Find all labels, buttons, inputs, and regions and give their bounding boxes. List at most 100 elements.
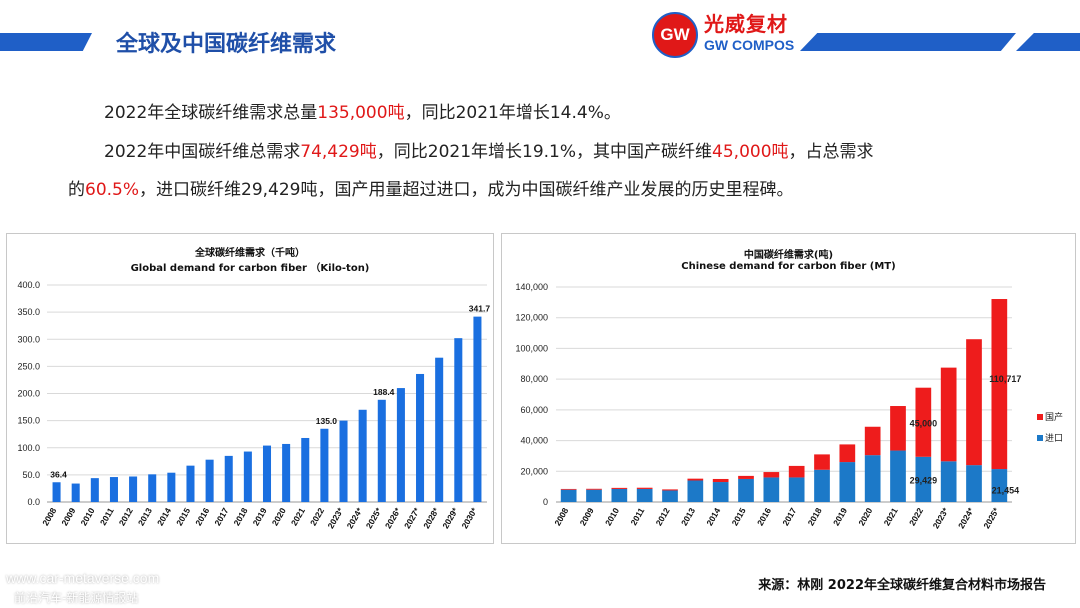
bar	[186, 465, 195, 502]
bar	[435, 357, 444, 502]
text: 2022年中国碳纤维总需求	[104, 142, 301, 162]
watermark-url: www.car-metaverse.com	[6, 570, 160, 586]
text: ，进口碳纤维29,429吨，国产用量超过进口，成为中国碳纤维产业发展的历史里程碑…	[139, 180, 794, 200]
bar	[224, 455, 233, 502]
y-tick-label: 60,000	[520, 405, 548, 415]
x-tick-label: 2030*	[459, 505, 479, 530]
x-tick-label: 2019	[251, 506, 269, 528]
data-label: 110,717	[989, 374, 1021, 384]
y-tick-label: 200.0	[17, 389, 40, 399]
bar-import	[738, 478, 754, 502]
x-tick-label: 2020	[270, 506, 288, 528]
bar-domestic	[966, 339, 982, 466]
data-label: 29,429	[910, 475, 938, 485]
y-tick-label: 40,000	[520, 436, 548, 446]
text: ，同比2021年增长14.4%。	[404, 103, 621, 123]
bar	[320, 428, 329, 502]
x-tick-label: 2010	[603, 506, 621, 528]
summary-line-2: 2022年中国碳纤维总需求74,429吨，同比2021年增长19.1%，其中国产…	[104, 137, 874, 162]
legend-label-domestic: 国产	[1045, 411, 1063, 422]
summary-line-3: 的60.5%，进口碳纤维29,429吨，国产用量超过进口，成为中国碳纤维产业发展…	[68, 175, 794, 200]
y-tick-label: 0.0	[27, 497, 40, 507]
x-tick-label: 2015	[174, 506, 192, 528]
bar-import	[890, 450, 906, 502]
x-tick-label: 2021	[882, 506, 900, 528]
bar-import	[864, 455, 881, 502]
x-tick-label: 2018	[231, 506, 249, 528]
highlight-china-demand: 74,429吨	[300, 142, 377, 162]
x-tick-label: 2014	[704, 506, 722, 528]
legend-swatch-domestic	[1037, 414, 1043, 420]
bar-domestic	[560, 488, 577, 490]
bar-import	[940, 461, 957, 502]
bar-import	[611, 488, 628, 502]
y-tick-label: 120,000	[515, 313, 548, 323]
bar-domestic	[940, 367, 957, 462]
bar-domestic	[763, 472, 780, 478]
bar	[339, 420, 348, 502]
highlight-domestic-fiber: 45,000吨	[712, 142, 789, 162]
bar-domestic	[611, 487, 628, 489]
bar	[52, 482, 61, 502]
y-tick-label: 350.0	[17, 307, 40, 317]
text: ，占总需求	[788, 142, 874, 162]
y-tick-label: 100,000	[515, 343, 548, 353]
x-tick-label: 2009	[59, 506, 77, 528]
x-tick-label: 2023*	[931, 505, 951, 530]
bar-import	[991, 469, 1008, 502]
x-tick-label: 2009	[578, 506, 596, 528]
bar-import	[560, 489, 577, 502]
text: 的	[68, 180, 85, 200]
bar-domestic	[586, 488, 602, 490]
x-tick-label: 2026*	[383, 505, 403, 530]
legend-label-import: 进口	[1045, 433, 1063, 443]
bar-import	[839, 462, 856, 502]
bar-domestic	[788, 465, 805, 478]
x-tick-label: 2024*	[345, 505, 365, 530]
bar	[282, 443, 291, 502]
x-tick-label: 2021	[289, 506, 307, 528]
y-tick-label: 50.0	[22, 470, 40, 480]
text: 2022年全球碳纤维需求总量	[104, 103, 318, 123]
source-note: 来源：林刚 2022年全球碳纤维复合材料市场报告	[758, 578, 1046, 593]
x-tick-label: 2028*	[421, 505, 441, 530]
x-tick-label: 2022	[907, 506, 925, 528]
company-name-en: GW COMPOS	[704, 37, 795, 53]
bar	[454, 338, 463, 502]
bar-import	[586, 489, 602, 502]
bar	[358, 409, 367, 502]
bar-import	[966, 465, 982, 502]
global-demand-bar-chart: 0.0 50.0 100.0 150.0 200.0 250.0 300.0 350.0 400…	[17, 280, 490, 530]
y-tick-label: 100.0	[17, 443, 40, 453]
company-logo: GW	[652, 12, 698, 58]
bar	[396, 388, 405, 502]
y-tick-label: 0	[543, 497, 548, 507]
bar	[148, 474, 157, 502]
bar-import	[687, 480, 704, 502]
data-label: 135.0	[316, 416, 338, 426]
x-tick-label: 2014	[155, 506, 173, 528]
data-label: 21,454	[992, 486, 1020, 496]
bar	[205, 459, 214, 502]
legend-swatch-import	[1037, 435, 1043, 441]
x-tick-label: 2016	[193, 506, 211, 528]
x-tick-label: 2016	[755, 506, 773, 528]
bar-import	[788, 477, 805, 502]
y-tick-label: 80,000	[520, 374, 548, 384]
page-title: 全球及中国碳纤维需求	[116, 32, 337, 57]
bar-domestic	[890, 406, 906, 451]
x-tick-label: 2023*	[325, 505, 345, 530]
y-tick-label: 250.0	[17, 361, 40, 371]
y-tick-label: 20,000	[520, 466, 548, 476]
bar	[262, 445, 272, 502]
data-label: 36.4	[50, 469, 67, 479]
x-tick-label: 2011	[98, 506, 116, 527]
bar	[90, 478, 99, 502]
bar	[301, 437, 310, 502]
x-tick-label: 2010	[78, 506, 96, 528]
company-name-cn: 光威复材	[704, 12, 788, 36]
bar	[167, 472, 176, 502]
bar	[129, 476, 138, 502]
bar-import	[712, 482, 729, 502]
x-tick-label: 2008	[40, 506, 58, 528]
